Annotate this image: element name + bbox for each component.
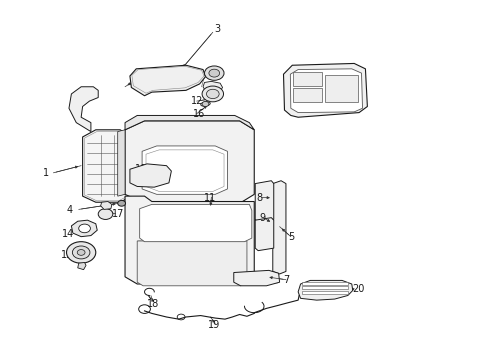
Text: 15: 15 — [61, 250, 73, 260]
Bar — [302, 282, 347, 285]
Polygon shape — [125, 116, 254, 130]
Circle shape — [118, 201, 125, 206]
Polygon shape — [71, 220, 97, 237]
Text: 19: 19 — [208, 320, 220, 330]
Bar — [325, 75, 357, 102]
Text: 2: 2 — [136, 71, 142, 81]
Text: 14: 14 — [61, 229, 74, 239]
Circle shape — [206, 89, 219, 99]
Circle shape — [204, 66, 224, 80]
Polygon shape — [255, 181, 273, 222]
Polygon shape — [203, 81, 222, 91]
Polygon shape — [130, 164, 171, 187]
Text: 10: 10 — [135, 164, 147, 174]
Text: 13: 13 — [190, 69, 203, 79]
Ellipse shape — [200, 102, 210, 106]
Bar — [293, 72, 321, 86]
Text: 20: 20 — [351, 284, 364, 294]
Text: 8: 8 — [256, 193, 262, 203]
Text: 18: 18 — [146, 299, 159, 309]
Polygon shape — [233, 270, 279, 286]
Polygon shape — [298, 280, 352, 300]
Text: 16: 16 — [193, 109, 205, 119]
Polygon shape — [78, 262, 86, 270]
Polygon shape — [125, 196, 254, 284]
Text: 3: 3 — [214, 24, 220, 35]
Polygon shape — [140, 204, 251, 242]
Polygon shape — [283, 63, 366, 117]
Text: 12: 12 — [190, 96, 203, 106]
Polygon shape — [255, 218, 273, 251]
Polygon shape — [82, 130, 131, 202]
Polygon shape — [125, 121, 254, 203]
Text: 4: 4 — [66, 206, 73, 216]
Circle shape — [66, 242, 96, 263]
Circle shape — [72, 246, 90, 259]
Polygon shape — [142, 146, 227, 194]
Polygon shape — [118, 130, 125, 196]
Text: 5: 5 — [288, 232, 294, 242]
Circle shape — [202, 102, 208, 107]
Polygon shape — [272, 181, 285, 274]
Bar — [293, 88, 321, 102]
Bar — [302, 291, 347, 294]
Polygon shape — [101, 202, 112, 210]
Text: 7: 7 — [283, 275, 289, 285]
Polygon shape — [290, 69, 362, 113]
Text: 17: 17 — [112, 209, 124, 219]
Text: 1: 1 — [43, 168, 49, 178]
Circle shape — [77, 249, 85, 255]
Circle shape — [79, 224, 90, 233]
Text: 9: 9 — [259, 213, 264, 222]
Text: 11: 11 — [204, 193, 216, 203]
Polygon shape — [130, 65, 205, 96]
Polygon shape — [69, 87, 98, 132]
Bar — [302, 286, 347, 289]
Circle shape — [98, 209, 113, 220]
Circle shape — [208, 69, 219, 77]
Polygon shape — [137, 241, 246, 286]
Circle shape — [202, 86, 223, 102]
Text: 6: 6 — [319, 71, 325, 81]
